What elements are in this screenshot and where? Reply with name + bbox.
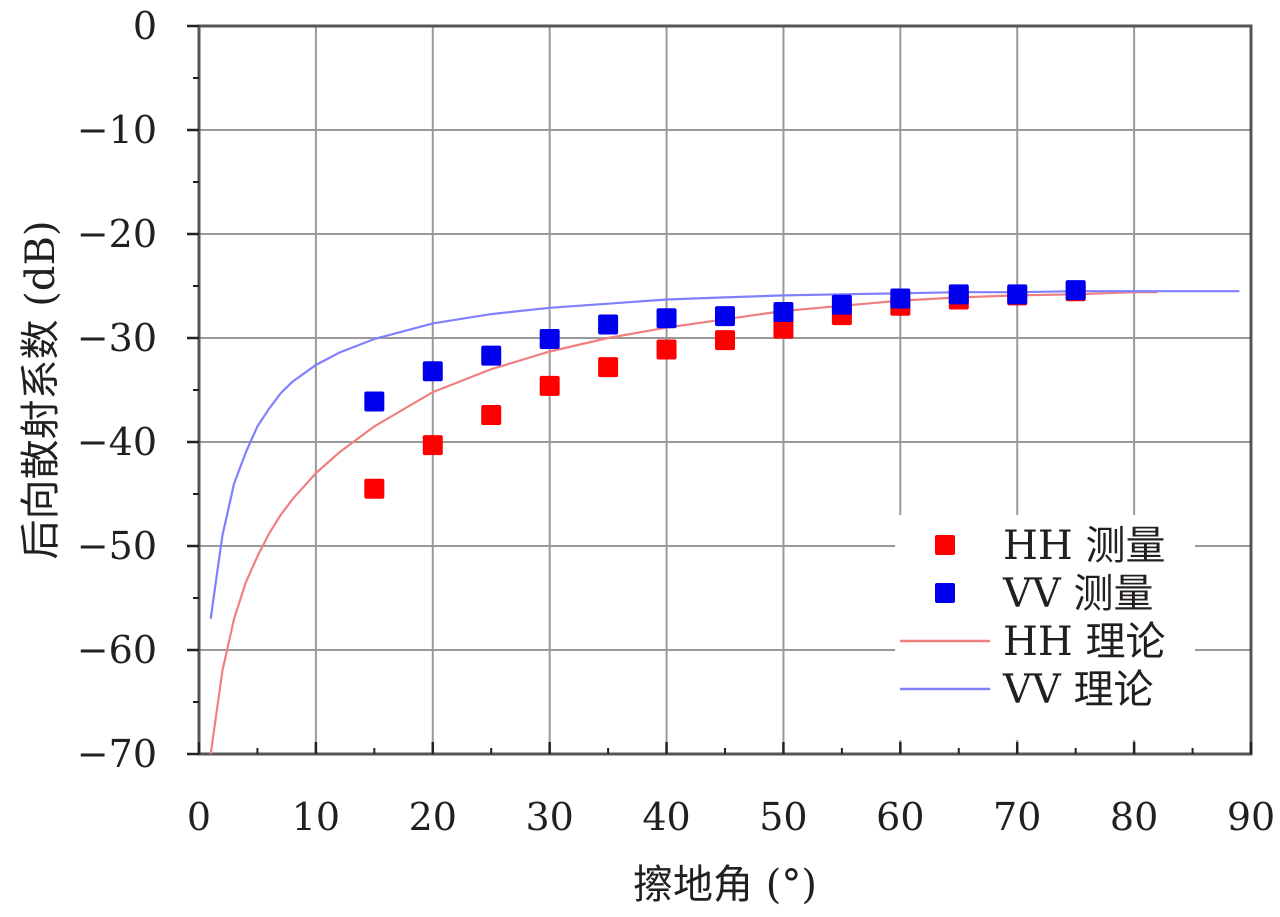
y-tick-label: −40 <box>77 420 157 464</box>
vv-measured-point <box>890 288 911 309</box>
hh-measured-point <box>656 339 677 360</box>
legend-label: HH 理论 <box>1003 619 1165 665</box>
vv-measured-point <box>598 314 619 335</box>
y-axis-title: 后向散射系数 (dB) <box>18 221 64 560</box>
axis-ticks <box>187 24 1253 756</box>
hh-measured-point <box>598 357 619 378</box>
y-tick-label: −50 <box>77 524 157 568</box>
hh-measured-point <box>481 404 502 425</box>
vv-measured-point <box>1007 284 1028 305</box>
series-markers <box>364 280 1086 499</box>
y-tick-label: 0 <box>133 4 157 48</box>
x-tick-label: 0 <box>187 795 211 839</box>
vv-measured-point <box>481 345 502 366</box>
y-tick-label: −60 <box>77 628 157 672</box>
x-tick-label: 80 <box>1110 795 1158 839</box>
hh-measured-point <box>539 375 560 396</box>
hh-measured-point <box>422 435 443 456</box>
x-tick-label: 70 <box>993 795 1041 839</box>
x-tick-label: 60 <box>876 795 924 839</box>
x-tick-label: 20 <box>409 795 457 839</box>
vv-measured-point <box>948 284 969 305</box>
vv-theory-line <box>209 290 1240 619</box>
x-tick-label: 50 <box>759 795 807 839</box>
hh-measured-point <box>715 330 735 351</box>
x-tick-label: 30 <box>525 795 573 839</box>
vv-measured-point <box>715 306 735 327</box>
x-tick-label: 10 <box>292 795 340 839</box>
vv-measured-point <box>656 308 677 329</box>
y-tick-label: −20 <box>77 212 157 256</box>
vv-measured-point <box>422 361 443 382</box>
x-tick-label: 90 <box>1227 795 1275 839</box>
hh-measured-point <box>773 318 794 339</box>
y-tick-label: −10 <box>77 108 157 152</box>
legend-swatch <box>935 535 955 555</box>
legend-swatch <box>935 583 955 603</box>
legend-label: VV 理论 <box>1002 667 1154 713</box>
x-axis-title: 擦地角 (°) <box>633 862 817 908</box>
hh-measured-point <box>364 478 385 499</box>
vv-measured-point <box>773 302 794 322</box>
vv-measured-point <box>364 391 385 412</box>
vv-measured-point <box>1065 280 1086 301</box>
x-tick-label: 40 <box>642 795 690 839</box>
y-tick-label: −70 <box>77 732 157 776</box>
vv-measured-point <box>539 329 560 350</box>
legend-label: VV 测量 <box>1002 571 1154 617</box>
tick-labels: 0 10 20 30 40 50 60 70 80 90 0 −10 −20 −30 −40 −50 −60 −7… <box>77 4 1275 839</box>
legend-label: HH 测量 <box>1003 523 1165 569</box>
y-tick-label: −30 <box>77 316 157 360</box>
vv-measured-point <box>831 294 852 315</box>
